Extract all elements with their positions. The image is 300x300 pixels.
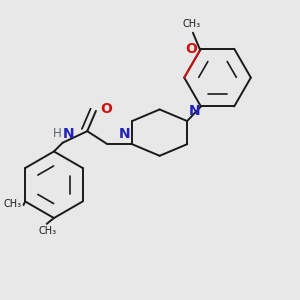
Text: H: H xyxy=(52,128,61,140)
Text: N: N xyxy=(63,127,75,141)
Text: CH₃: CH₃ xyxy=(3,199,21,208)
Text: O: O xyxy=(100,103,112,116)
Text: O: O xyxy=(185,42,197,56)
Text: CH₃: CH₃ xyxy=(182,19,200,29)
Text: N: N xyxy=(119,127,131,141)
Text: N: N xyxy=(189,104,200,118)
Text: CH₃: CH₃ xyxy=(38,226,57,236)
